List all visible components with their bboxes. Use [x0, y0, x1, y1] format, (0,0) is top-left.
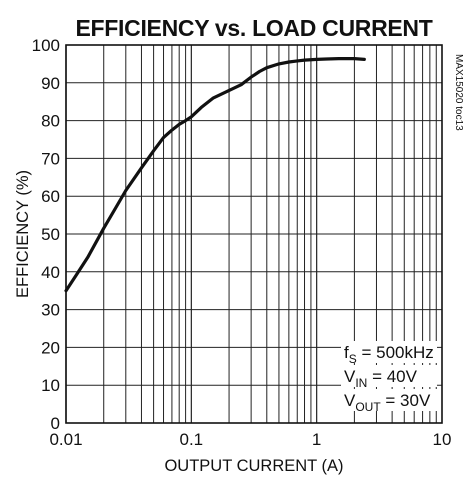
y-tick-label: 70: [41, 149, 60, 168]
x-tick-label: 0.01: [49, 430, 82, 449]
x-axis-label: OUTPUT CURRENT (A): [164, 457, 343, 475]
x-tick-label: 0.1: [180, 430, 204, 449]
figure-id: MAX15020 toc13: [453, 54, 464, 131]
annotation-bg: [341, 341, 437, 363]
y-tick-label: 10: [41, 376, 60, 395]
x-tick-labels: 0.01 0.1 1 10: [49, 430, 451, 449]
y-tick-label: 0: [51, 414, 60, 433]
annotation-bg: [341, 389, 437, 411]
y-tick-label: 40: [41, 263, 60, 282]
y-axis-label: EFFICIENCY (%): [14, 170, 32, 298]
annotation-line: VIN = 40V: [344, 367, 418, 390]
plot-frame: [65, 44, 443, 424]
y-tick-label: 100: [32, 36, 60, 55]
x-tick-label: 1: [312, 430, 321, 449]
chart-title: EFFICIENCY vs. LOAD CURRENT: [76, 15, 433, 41]
x-tick-label: 10: [433, 430, 452, 449]
y-tick-label: 20: [41, 338, 60, 357]
annotation-bg: [341, 365, 437, 387]
annotation-line: VOUT = 30V: [344, 391, 431, 414]
annotation-line: fS = 500kHz: [344, 343, 434, 366]
y-tick-label: 90: [41, 74, 60, 93]
y-tick-labels: 0 10 20 30 40 50 60 70 80 90 100: [32, 36, 60, 433]
efficiency-curve: [64, 57, 366, 293]
y-tick-label: 80: [41, 112, 60, 131]
y-tick-label: 60: [41, 187, 60, 206]
y-tick-label: 50: [41, 225, 60, 244]
y-tick-label: 30: [41, 301, 60, 320]
